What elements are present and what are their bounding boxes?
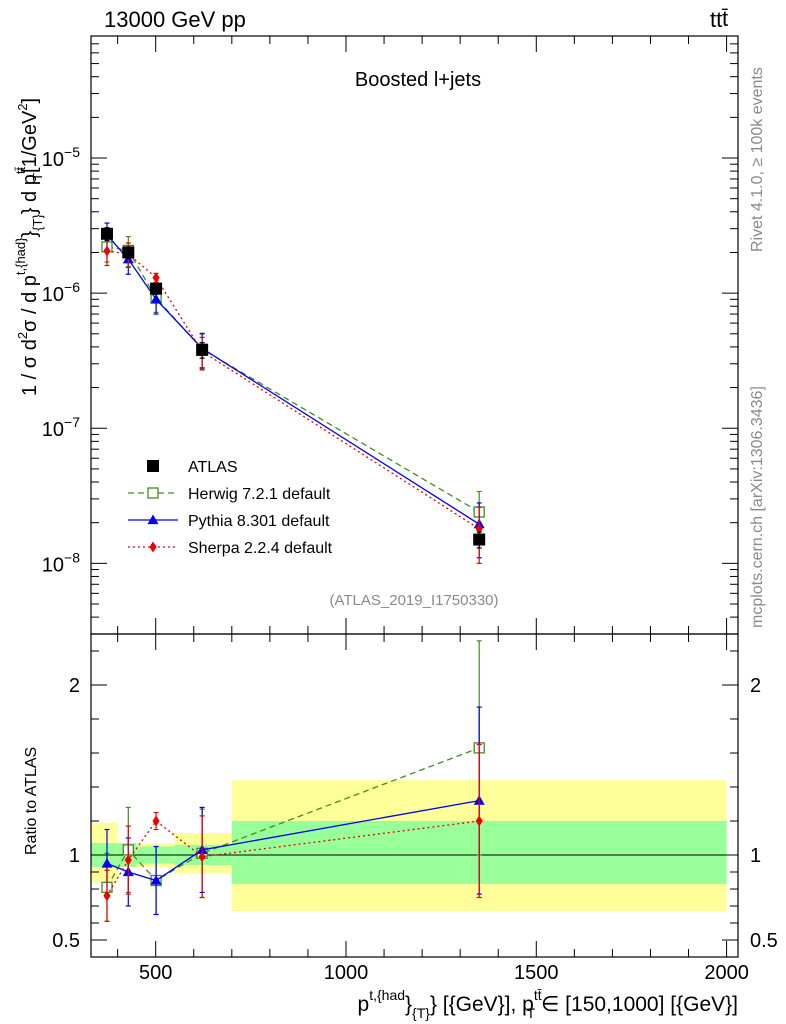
series-line [106, 246, 480, 513]
x-tick-label: 1000 [324, 962, 369, 984]
x-tick-label: 2000 [704, 962, 749, 984]
y-tick-label: 10−7 [42, 414, 80, 441]
legend-item: Pythia 8.301 default [128, 513, 330, 530]
data-point [150, 293, 162, 304]
x-tick-label: 1500 [514, 962, 559, 984]
ratio-point [103, 890, 111, 902]
legend-label: Sherpa 2.2.4 default [188, 540, 333, 557]
ratio-point [124, 854, 132, 866]
ratio-series-sherpa-2-2-4-default [103, 743, 483, 922]
legend-label: ATLAS [188, 459, 238, 476]
data-point [152, 272, 160, 284]
ratio-y-tick-label-right: 1 [750, 845, 761, 867]
ratio-line [106, 820, 480, 897]
legend-item: Sherpa 2.2.4 default [128, 540, 333, 557]
ratio-point [150, 875, 162, 885]
ratio-y-tick-label: 2 [69, 675, 80, 697]
rivet-label: Rivet 4.1.0, ≥ 100k events [749, 67, 766, 252]
main-series-layer [100, 222, 486, 564]
data-point [196, 343, 209, 356]
data-point [473, 533, 486, 546]
main-y-ticks: 10−5 10−6 10−7 10−8 [42, 35, 738, 635]
ratio-y-tick-label: 1 [69, 845, 80, 867]
legend-item: ATLAS [147, 459, 238, 476]
ratio-point [101, 858, 113, 868]
watermark: (ATLAS_2019_I1750330) [329, 592, 498, 609]
ratio-y-axis-title: Ratio to ATLAS [23, 747, 40, 855]
ratio-uncertainty-bands [91, 780, 727, 912]
x-axis-title: pt,{had}{T}} [{GeV}], ptt̄ T ∈ [150,1000]… [358, 987, 738, 1021]
data-point [103, 245, 111, 257]
y-tick-label: 10−5 [42, 144, 80, 171]
ratio-point [198, 851, 206, 863]
legend-marker [147, 487, 159, 499]
legend-item: Herwig 7.2.1 default [128, 486, 331, 503]
x-tick-label: 500 [139, 962, 172, 984]
ratio-series-layer [101, 640, 485, 922]
header-process: tt [710, 7, 722, 32]
ratio-frame [90, 633, 739, 958]
ratio-point [475, 815, 483, 827]
ratio-panel: 0.5 0.5 1 1 2 2 Ratio to ATLAS [23, 633, 778, 958]
x-axis-ticks: 500 1000 1500 2000 [117, 36, 749, 984]
y-tick-label: 10−8 [42, 549, 80, 576]
header-energy: 13000 GeV pp [104, 7, 246, 32]
ratio-y-tick-label: 0.5 [52, 930, 80, 952]
ratio-point [152, 815, 160, 827]
legend: ATLAS Herwig 7.2.1 default Pythia 8.301 de… [128, 459, 333, 557]
data-point [475, 523, 483, 535]
legend-marker [147, 514, 159, 525]
legend-label: Pythia 8.301 default [188, 513, 330, 530]
data-point [150, 282, 163, 295]
y-tick-label: 10−6 [42, 279, 80, 306]
data-point [100, 227, 113, 240]
ratio-y-tick-label-right: 2 [750, 675, 761, 697]
y-axis-title: 1 / σ d2σ / d pt,{had}}{T}} d ptt̄T[1/Ge… [13, 98, 45, 396]
series-pythia-8-301-default [101, 222, 485, 559]
legend-marker [147, 460, 159, 472]
series-atlas [100, 227, 486, 549]
ratio-y-ticks: 0.5 0.5 1 1 2 2 [52, 650, 778, 952]
legend-marker [149, 541, 157, 553]
mcplots-label: mcplots.cern.ch [arXiv:1306.3436] [749, 386, 766, 628]
main-panel: 10−5 10−6 10−7 10−8 Boosted l+jets (ATLAS_2… [13, 35, 739, 635]
legend-label: Herwig 7.2.1 default [188, 486, 331, 503]
ratio-y-tick-label-right: 0.5 [750, 930, 778, 952]
chart-title: Boosted l+jets [355, 69, 481, 91]
data-point [122, 246, 135, 259]
series-line [106, 234, 480, 525]
header-process-bar: t̄ [722, 6, 728, 31]
